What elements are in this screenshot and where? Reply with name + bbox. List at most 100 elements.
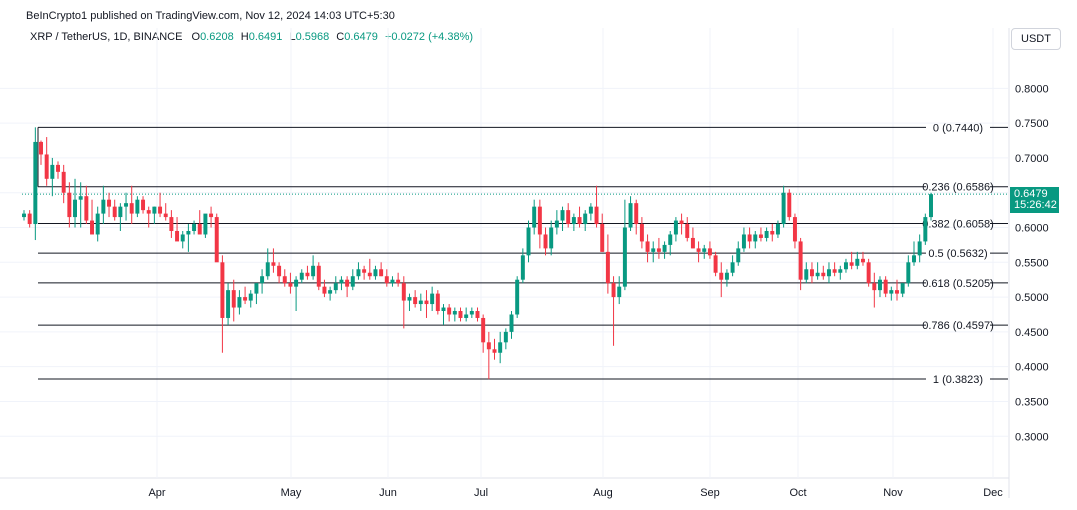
candle-body — [617, 286, 622, 298]
candle-body — [917, 241, 922, 256]
candle-body — [690, 237, 695, 249]
candle-body — [441, 307, 446, 312]
candle-body — [787, 192, 792, 218]
candle-body — [277, 265, 282, 277]
candle-body — [912, 255, 916, 263]
candlestick-series — [22, 127, 933, 380]
candle-body — [758, 234, 763, 238]
candle-body — [186, 230, 191, 235]
high-key: H — [240, 31, 249, 43]
candle-body — [27, 213, 32, 225]
fib-level-label: 0.618 (0.5205) — [922, 278, 994, 290]
fib-retracement: 0 (0.7440) 0.236 (0.6586) 0.382 (0.6058) 0.… — [22, 122, 1008, 386]
candle-body — [475, 311, 480, 318]
candle-body — [396, 279, 401, 284]
candle-body — [464, 314, 469, 318]
candle-body — [923, 217, 928, 242]
candle-body — [67, 192, 72, 218]
candle-body — [605, 251, 610, 284]
candle-body — [798, 241, 803, 280]
candle-body — [764, 230, 769, 238]
candle-body — [877, 279, 882, 291]
y-tick-label: 0.4500 — [1015, 327, 1049, 339]
candle-body — [838, 269, 843, 273]
candle-body — [526, 227, 531, 256]
candle-body — [906, 262, 911, 284]
candle-body — [719, 272, 724, 280]
y-tick-label: 0.3000 — [1015, 431, 1049, 443]
high-value: 0.6491 — [248, 31, 283, 43]
candle-body — [458, 311, 463, 318]
candle-body — [447, 307, 452, 315]
candle-body — [600, 224, 605, 252]
low-value: 0.5968 — [295, 31, 330, 43]
candle-body — [662, 244, 667, 252]
symbol-title: XRP / TetherUS, 1D, BINANCE — [30, 31, 183, 43]
bar-countdown: 15:26:42 — [1014, 199, 1057, 212]
fib-level-label: 0 (0.7440) — [933, 122, 983, 134]
candle-body — [424, 300, 429, 305]
candle-body — [271, 262, 276, 266]
candle-body — [770, 230, 775, 235]
candle-body — [135, 199, 140, 214]
candle-body — [537, 206, 542, 235]
candle-body — [197, 224, 202, 235]
y-tick-label: 0.8000 — [1015, 83, 1049, 95]
currency-button[interactable]: USDT — [1011, 28, 1061, 50]
candle-body — [435, 293, 440, 312]
candle-body — [158, 206, 163, 214]
y-tick-label: 0.7500 — [1015, 118, 1049, 130]
symbol-legend: XRP / TetherUS, 1D, BINANCE O0.6208 H0.6… — [30, 31, 477, 43]
candle-body — [401, 283, 406, 301]
change-value: +0.0272 (+4.38%) — [384, 31, 474, 43]
candle-body — [883, 279, 888, 294]
candle-body — [384, 276, 389, 284]
candle-body — [532, 206, 537, 228]
candle-body — [50, 164, 55, 179]
candle-body — [775, 224, 780, 235]
candle-body — [634, 203, 639, 225]
candle-body — [175, 230, 180, 242]
candle-body — [282, 276, 287, 284]
candle-body — [736, 248, 741, 263]
candle-body — [594, 206, 599, 225]
candle-body — [39, 141, 43, 155]
fib-level-label: 0.786 (0.4597) — [922, 320, 994, 332]
candle-body — [305, 272, 310, 277]
candle-body — [860, 258, 865, 263]
candle-body — [22, 213, 26, 218]
x-tick-label: Apr — [148, 487, 165, 499]
open-key: O — [191, 31, 201, 43]
x-tick-label: Nov — [883, 487, 903, 499]
candle-body — [588, 206, 593, 214]
candle-body — [84, 196, 89, 221]
fib-level-label: 0.382 (0.6058) — [922, 218, 994, 230]
candle-body — [900, 283, 905, 294]
close-value: 0.6479 — [344, 31, 378, 43]
open-value: 0.6208 — [200, 31, 234, 43]
candle-body — [237, 297, 242, 308]
candle-body — [826, 269, 831, 277]
candle-body — [815, 272, 820, 277]
candle-body — [356, 269, 361, 277]
candle-body — [73, 199, 78, 218]
candle-body — [702, 248, 707, 252]
candle-body — [248, 293, 253, 301]
candle-body — [872, 283, 877, 291]
candle-body — [747, 234, 752, 242]
x-tick-label: Aug — [593, 487, 613, 499]
candle-body — [345, 279, 350, 287]
candle-body — [339, 279, 344, 284]
candle-body — [866, 262, 871, 284]
candle-body — [146, 210, 151, 214]
candle-body — [254, 283, 259, 294]
candle-body — [367, 272, 372, 277]
candle-body — [112, 206, 117, 218]
x-tick-label: Jul — [474, 487, 488, 499]
candle-body — [509, 314, 514, 332]
candle-body — [209, 213, 214, 218]
candle-body — [469, 311, 474, 315]
candle-body — [843, 262, 848, 270]
candle-body — [231, 290, 236, 308]
